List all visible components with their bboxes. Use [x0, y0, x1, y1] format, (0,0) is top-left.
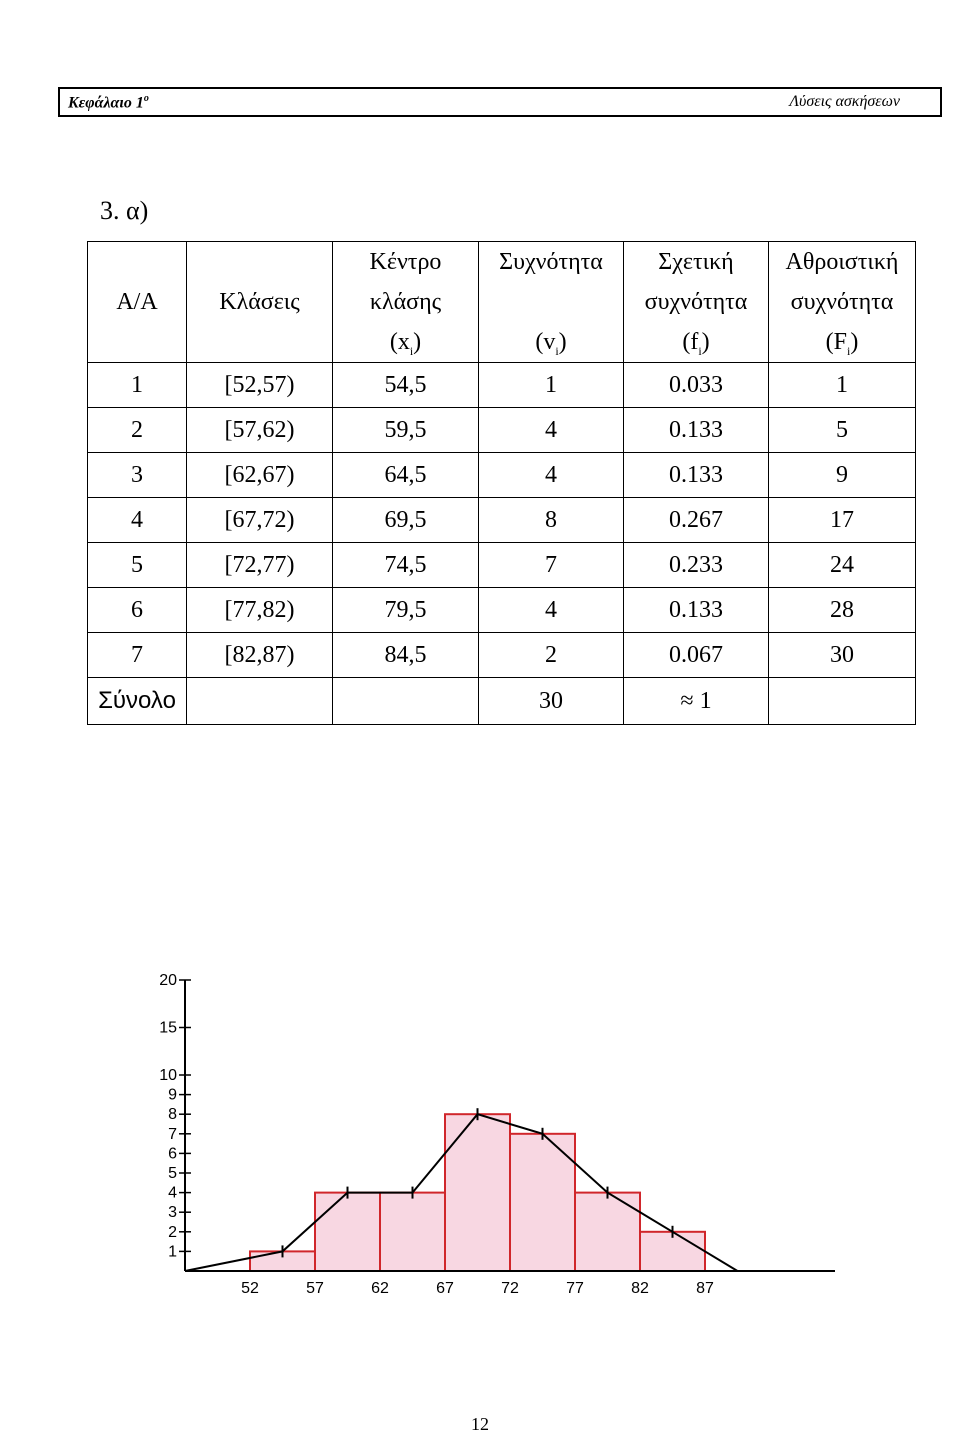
x-tick-label: 57 — [306, 1280, 324, 1297]
chapter-label: Κεφάλαιο 1ο — [68, 93, 149, 112]
table-row: 3 [62,67) 64,5 4 0.133 9 — [87, 452, 916, 498]
table-cell: 0.133 — [623, 452, 769, 498]
table-cell: 28 — [768, 587, 916, 633]
table-cell: 1 — [478, 362, 624, 408]
table-cell: 4 — [478, 452, 624, 498]
table-cell: 84,5 — [332, 632, 479, 678]
table-row: 4 [67,72) 69,5 8 0.267 17 — [87, 497, 916, 543]
header-cell: Α/Α — [87, 241, 187, 363]
y-tick-label: 9 — [168, 1087, 177, 1104]
table-cell: 1 — [87, 362, 187, 408]
x-tick-label: 87 — [696, 1280, 714, 1297]
table-cell: 54,5 — [332, 362, 479, 408]
table-cell — [186, 677, 333, 725]
x-tick-label: 67 — [436, 1280, 454, 1297]
table-cell: 2 — [87, 407, 187, 453]
histogram-bar — [444, 1113, 511, 1272]
table-header-row: Α/Α Κλάσεις Κέντρο κλάσης (xi) Συχνότητα (… — [87, 241, 916, 363]
y-tick-label: 15 — [159, 1020, 177, 1037]
table-row: 7 [82,87) 84,5 2 0.067 30 — [87, 632, 916, 678]
table-cell: 1 — [768, 362, 916, 408]
table-cell: 0.267 — [623, 497, 769, 543]
x-tick-label: 77 — [566, 1280, 584, 1297]
table-cell: 74,5 — [332, 542, 479, 588]
table-cell: [77,82) — [186, 587, 333, 633]
table-cell: 0.067 — [623, 632, 769, 678]
table-cell: [52,57) — [186, 362, 333, 408]
table-cell: 6 — [87, 587, 187, 633]
table-cell: 4 — [478, 407, 624, 453]
x-tick-label: 62 — [371, 1280, 389, 1297]
table-cell — [332, 677, 479, 725]
table-cell: 79,5 — [332, 587, 479, 633]
table-cell: 64,5 — [332, 452, 479, 498]
page-header: Κεφάλαιο 1ο Λύσεις ασκήσεων — [58, 87, 942, 117]
table-cell: 2 — [478, 632, 624, 678]
table-row: 6 [77,82) 79,5 4 0.133 28 — [87, 587, 916, 633]
table-cell: 3 — [87, 452, 187, 498]
header-cell: Σχετική συχνότητα (fi) — [623, 241, 769, 363]
table-row: 1 [52,57) 54,5 1 0.033 1 — [87, 362, 916, 408]
table-cell: 0.233 — [623, 542, 769, 588]
y-tick-label: 10 — [159, 1067, 177, 1084]
table-cell: 5 — [768, 407, 916, 453]
header-cell: Αθροιστική συχνότητα (Fi) — [768, 241, 916, 363]
histogram-bar — [379, 1191, 446, 1273]
y-tick-label: 5 — [168, 1165, 177, 1182]
y-tick-label: 2 — [168, 1224, 177, 1241]
histogram-bar — [509, 1132, 576, 1272]
y-tick-label: 20 — [159, 972, 177, 989]
frequency-table: Α/Α Κλάσεις Κέντρο κλάσης (xi) Συχνότητα (… — [87, 241, 916, 725]
table-cell: [62,67) — [186, 452, 333, 498]
header-cell: Κέντρο κλάσης (xi) — [332, 241, 479, 363]
table-cell: 4 — [478, 587, 624, 633]
y-tick-label: 8 — [168, 1106, 177, 1123]
y-tick-label: 7 — [168, 1126, 177, 1143]
header-cell: Συχνότητα (vi) — [478, 241, 624, 363]
table-cell: 24 — [768, 542, 916, 588]
table-cell: 0.033 — [623, 362, 769, 408]
table-row: 5 [72,77) 74,5 7 0.233 24 — [87, 542, 916, 588]
y-tick-label: 6 — [168, 1145, 177, 1162]
table-cell: [82,87) — [186, 632, 333, 678]
total-frequency: 30 — [478, 677, 624, 725]
table-cell — [768, 677, 916, 725]
table-cell: 8 — [478, 497, 624, 543]
x-tick-label: 82 — [631, 1280, 649, 1297]
table-cell: 30 — [768, 632, 916, 678]
y-tick-label: 1 — [168, 1243, 177, 1260]
table-cell: 7 — [478, 542, 624, 588]
y-tick-label: 4 — [168, 1185, 177, 1202]
table-cell: 17 — [768, 497, 916, 543]
table-cell: [67,72) — [186, 497, 333, 543]
table-cell: 59,5 — [332, 407, 479, 453]
table-cell: 5 — [87, 542, 187, 588]
table-cell: 0.133 — [623, 407, 769, 453]
histogram-bar — [574, 1191, 641, 1273]
question-label: 3. α) — [100, 196, 149, 225]
x-tick-label: 72 — [501, 1280, 519, 1297]
total-label: Σύνολο — [87, 677, 187, 725]
table-total-row: Σύνολο 30 ≈ 1 — [87, 677, 916, 725]
table-cell: 7 — [87, 632, 187, 678]
y-tick-label: 3 — [168, 1204, 177, 1221]
total-relative-frequency: ≈ 1 — [623, 677, 769, 725]
header-cell: Κλάσεις — [186, 241, 333, 363]
x-tick-label: 52 — [241, 1280, 259, 1297]
table-cell: [57,62) — [186, 407, 333, 453]
table-cell: 4 — [87, 497, 187, 543]
page-number: 12 — [471, 1414, 489, 1434]
table-cell: 69,5 — [332, 497, 479, 543]
table-cell: [72,77) — [186, 542, 333, 588]
table-cell: 0.133 — [623, 587, 769, 633]
histogram-bar — [314, 1191, 381, 1273]
section-label: Λύσεις ασκήσεων — [789, 93, 900, 110]
table-row: 2 [57,62) 59,5 4 0.133 5 — [87, 407, 916, 453]
table-cell: 9 — [768, 452, 916, 498]
